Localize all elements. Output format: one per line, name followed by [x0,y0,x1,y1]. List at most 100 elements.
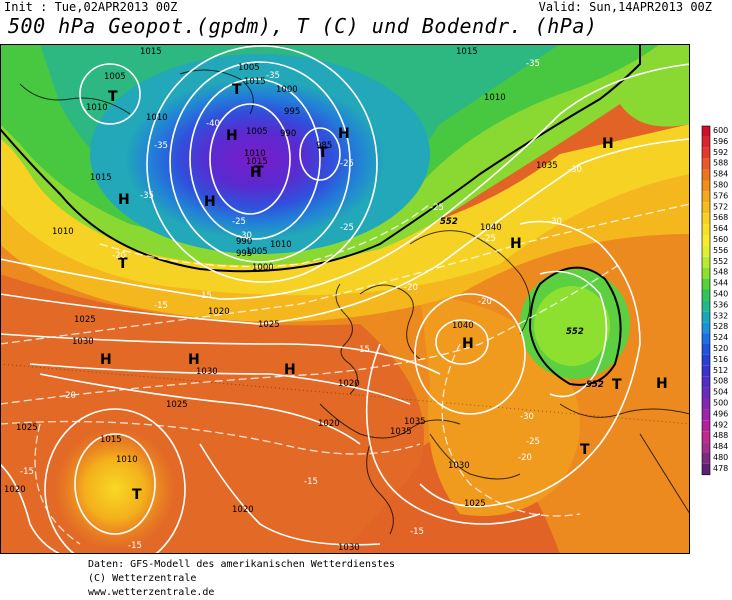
temperature-label: -20 [404,283,418,293]
pressure-label: 1035 [536,161,558,171]
valid-time: Valid: Sun,14APR2013 00Z [538,0,712,14]
temperature-label: -25 [340,223,354,233]
legend-swatch [702,158,710,170]
pressure-label: 990 [236,237,252,247]
legend-label: 588 [713,159,728,168]
legend-swatch [702,463,710,475]
temperature-label: -40 [206,119,220,129]
legend-label: 580 [713,181,728,190]
legend-label: 508 [713,377,728,386]
pressure-label: 1025 [74,315,96,325]
legend-label: 556 [713,246,728,255]
legend-swatch [702,289,710,301]
legend-swatch [702,300,710,312]
legend-swatch [702,245,710,257]
high-marker: H [100,352,112,368]
legend-swatch [702,322,710,334]
legend-swatch [702,191,710,203]
temperature-label: -15 [128,541,142,551]
pressure-label: 1030 [196,367,218,377]
legend-label: 584 [713,170,728,179]
pressure-label: 1020 [208,307,230,317]
pressure-label: 1025 [16,423,38,433]
legend-label: 520 [713,344,728,353]
legend-label: 568 [713,213,728,222]
legend-label: 488 [713,431,728,440]
legend-label: 524 [713,333,728,342]
high-marker: H [250,165,262,181]
temperature-label: -15 [410,527,424,537]
pressure-label: 1010 [146,113,168,123]
temperature-label: -20 [112,251,126,261]
legend-label: 544 [713,279,728,288]
init-time: Init : Tue,02APR2013 00Z [4,0,178,14]
coastlines [0,69,690,535]
low-pressure-markers: T T T T T T T T [108,82,622,503]
pressure-label: 1010 [244,149,266,159]
pressure-label: 1020 [4,485,26,495]
pressure-label: 1010 [52,227,74,237]
low-marker: T [318,145,328,161]
footer-url[interactable]: www.wetterzentrale.de [88,587,215,598]
temperature-label: -25 [430,203,444,213]
temperature-label: -30 [238,231,252,241]
legend-swatch [702,453,710,464]
pressure-label: 1005 [246,247,268,257]
legend-swatch [702,365,710,377]
pressure-label: 1015 [90,173,112,183]
legend-swatch [702,431,710,443]
pressure-label: 1030 [338,543,360,553]
legend-swatch [702,311,710,323]
legend-label: 560 [713,235,728,244]
temperature-label: -20 [478,297,492,307]
pressure-label: 1005 [104,72,126,82]
pressure-label: 1020 [338,379,360,389]
legend-label: 572 [713,202,728,211]
temperature-label: -15 [20,467,34,477]
pressure-label: 990 [280,129,296,139]
low-marker: T [612,377,622,393]
temperature-label: -20 [62,391,76,401]
weather-map: H H H H H H H H H H H H T T T T T T T T … [0,44,690,554]
legend-frame [701,125,711,476]
temperature-label: -20 [518,453,532,463]
footer-copyright: (C) Wetterzentrale [88,573,197,584]
legend-label: 564 [713,224,728,233]
legend-swatch [702,333,710,344]
chart-title: 500 hPa Geopot.(gpdm), T (C) und Bodendr… [8,14,598,38]
high-marker: H [118,192,130,208]
legend-swatch [702,387,710,399]
pressure-label: 1030 [448,461,470,471]
low-marker: T [232,82,242,98]
legend-swatch [702,147,710,159]
low-marker: T [580,442,590,458]
legend-label: 596 [713,137,728,146]
pressure-label: 1025 [464,499,486,509]
pressure-label: 1025 [258,320,280,330]
high-marker: H [204,194,216,210]
legend-swatch [702,126,710,137]
pressure-labels: 1015 1005 1010 1005 1015 1015 1000 995 9… [4,47,558,553]
legend-label: 492 [713,420,728,429]
legend-label: 548 [713,268,728,277]
pressure-label: 1015 [246,157,268,167]
pressure-label: 1035 [404,417,426,427]
temperature-label: -25 [340,159,354,169]
pressure-label: 1000 [252,263,274,273]
low-marker: T [118,256,128,272]
temperature-label: -30 [568,165,582,175]
legend-label: 512 [713,366,728,375]
legend-swatch [702,267,710,279]
legend-label: 480 [713,453,728,462]
legend-label: 478 [713,464,728,473]
legend-label: 592 [713,148,728,157]
legend-swatch [702,420,710,432]
legend-swatch [702,256,710,268]
temperature-label: -25 [482,234,496,244]
temperature-label: -15 [198,291,212,301]
legend-swatch [702,202,710,214]
isobars [0,45,690,554]
geopot-label: 552 [586,380,604,390]
low-marker: T [254,164,264,180]
low-marker: T [132,487,142,503]
